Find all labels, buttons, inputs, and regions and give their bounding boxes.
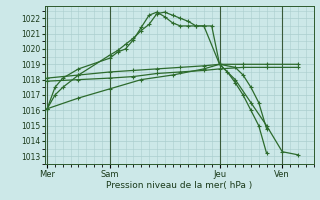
X-axis label: Pression niveau de la mer( hPa ): Pression niveau de la mer( hPa ) [106, 181, 252, 190]
